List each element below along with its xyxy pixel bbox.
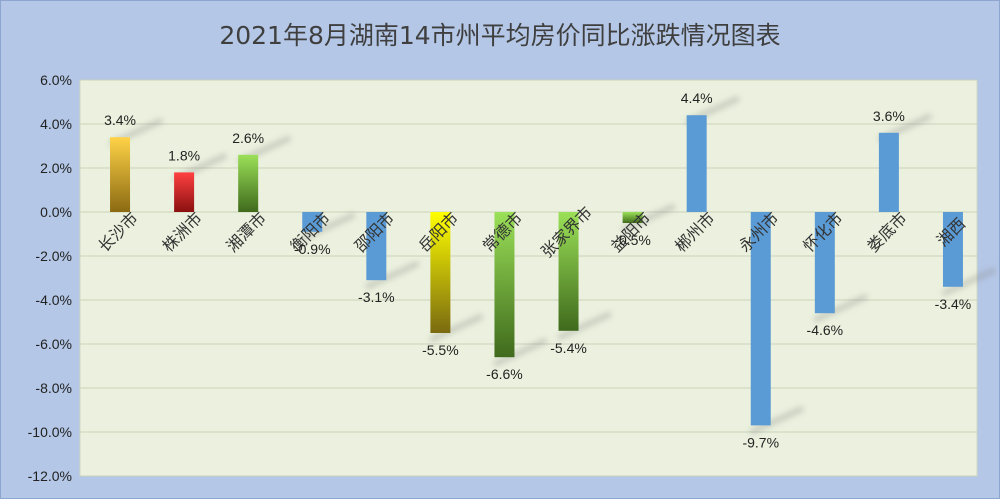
y-tick-label: 0.0% (40, 204, 72, 220)
bar-shadow (493, 338, 548, 367)
bar (494, 212, 515, 358)
data-label: 1.8% (168, 147, 200, 163)
bar-shadow (557, 311, 612, 340)
data-label: -5.4% (550, 340, 587, 356)
bar-shadow (749, 406, 804, 435)
bar (366, 212, 387, 281)
data-label: -4.6% (807, 322, 844, 338)
bar-shadow (365, 261, 420, 290)
bar (814, 212, 835, 314)
bar-shadow (621, 204, 676, 232)
data-label: -9.7% (742, 434, 779, 450)
data-label: 3.4% (104, 112, 136, 128)
bar (110, 137, 131, 212)
y-tick-label: -10.0% (28, 424, 72, 440)
bar-shadow (941, 267, 996, 296)
bar (878, 132, 899, 212)
bar (750, 212, 771, 426)
y-tick-label: 6.0% (40, 72, 72, 88)
plot-area (79, 79, 978, 477)
data-label: 4.4% (681, 90, 713, 106)
bar (430, 212, 451, 333)
data-label: -3.1% (358, 289, 395, 305)
y-tick-label: -8.0% (35, 380, 72, 396)
data-label: -5.5% (422, 342, 459, 358)
bar-shadow (429, 314, 484, 342)
y-tick-label: -12.0% (28, 468, 72, 484)
bar-shadow (813, 294, 868, 323)
y-tick-label: 2.0% (40, 160, 72, 176)
y-tick-label: -6.0% (35, 336, 72, 352)
bar (238, 154, 259, 212)
data-label: -0.5% (614, 232, 651, 248)
bar (942, 212, 963, 287)
chart-title: 2021年8月湖南14市州平均房价同比涨跌情况图表 (219, 21, 781, 50)
y-tick-label: -2.0% (35, 248, 72, 264)
data-label: -0.9% (294, 241, 331, 257)
y-tick-label: -4.0% (35, 292, 72, 308)
bar (686, 115, 707, 212)
bar (174, 172, 195, 212)
bar (558, 212, 579, 331)
data-label: -3.4% (935, 296, 972, 312)
bar-shadow (301, 212, 356, 241)
data-label: 3.6% (873, 108, 905, 124)
y-tick-label: 4.0% (40, 116, 72, 132)
bar (302, 212, 323, 232)
bar (622, 212, 643, 223)
data-label: 2.6% (232, 130, 264, 146)
data-label: -6.6% (486, 366, 523, 382)
